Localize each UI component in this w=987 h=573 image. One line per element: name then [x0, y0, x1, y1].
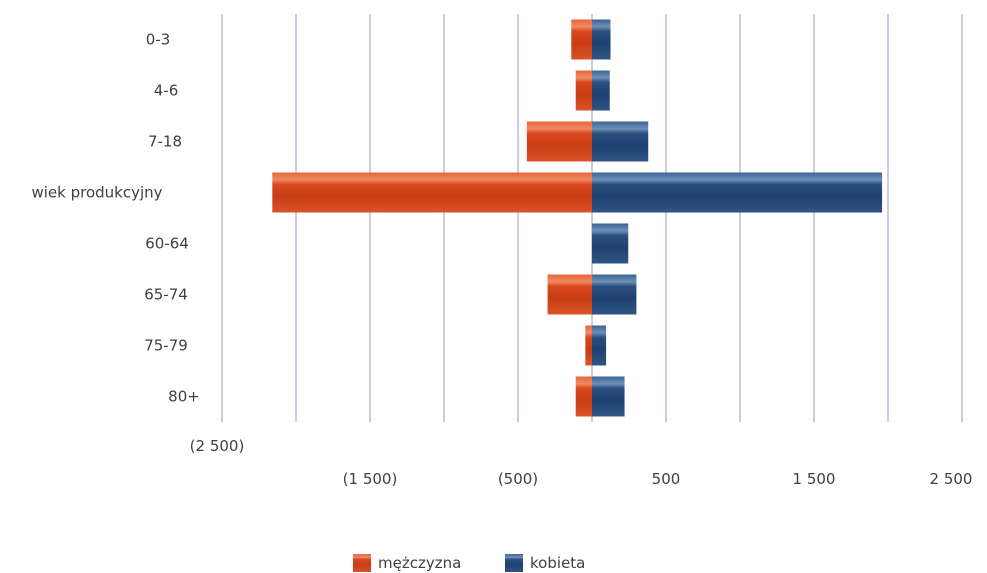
- x-tick-label: (500): [498, 470, 538, 488]
- bar-mezczyzna-6: [585, 325, 592, 366]
- bar-kobieta-2: [592, 121, 649, 162]
- legend: mężczyzna kobieta: [353, 554, 585, 572]
- bar-kobieta-3: [592, 172, 883, 213]
- category-label: 60-64: [145, 235, 189, 253]
- bar-mezczyzna-0: [571, 19, 592, 60]
- category-label: 75-79: [144, 337, 188, 355]
- bar-kobieta-7: [592, 376, 625, 417]
- bar-kobieta-4: [592, 223, 629, 264]
- legend-swatch-mezczyzna: [353, 554, 371, 572]
- category-labels: 0-3 4-6 7-18 wiek produkcyjny 60-64 65-74 75-7…: [31, 31, 199, 406]
- bar-kobieta-5: [592, 274, 637, 315]
- category-label: wiek produkcyjny: [31, 184, 162, 202]
- bar-kobieta-6: [592, 325, 607, 366]
- x-tick-label: 1 500: [793, 470, 836, 488]
- bar-kobieta-1: [592, 70, 610, 111]
- x-tick-label: 500: [652, 470, 681, 488]
- x-tick-label: (1 500): [343, 470, 398, 488]
- legend-swatch-kobieta: [505, 554, 523, 572]
- x-tick-label: (2 500): [190, 437, 245, 455]
- category-label: 4-6: [154, 82, 179, 100]
- bar-mezczyzna-1: [575, 70, 592, 111]
- legend-label-mezczyzna: mężczyzna: [378, 554, 461, 572]
- category-label: 0-3: [146, 31, 171, 49]
- bar-mezczyzna-5: [547, 274, 592, 315]
- bar-kobieta-0: [592, 19, 611, 60]
- category-label: 7-18: [148, 133, 182, 151]
- x-tick-labels: (2 500) (1 500) (500) 500 1 500 2 500: [190, 437, 973, 488]
- category-label: 65-74: [144, 286, 188, 304]
- x-tick-label: 2 500: [930, 470, 973, 488]
- bar-mezczyzna-2: [526, 121, 592, 162]
- bar-mezczyzna-7: [575, 376, 592, 417]
- category-label: 80+: [168, 388, 200, 406]
- bars: [272, 19, 883, 417]
- bar-mezczyzna-3: [272, 172, 592, 213]
- legend-label-kobieta: kobieta: [530, 554, 585, 572]
